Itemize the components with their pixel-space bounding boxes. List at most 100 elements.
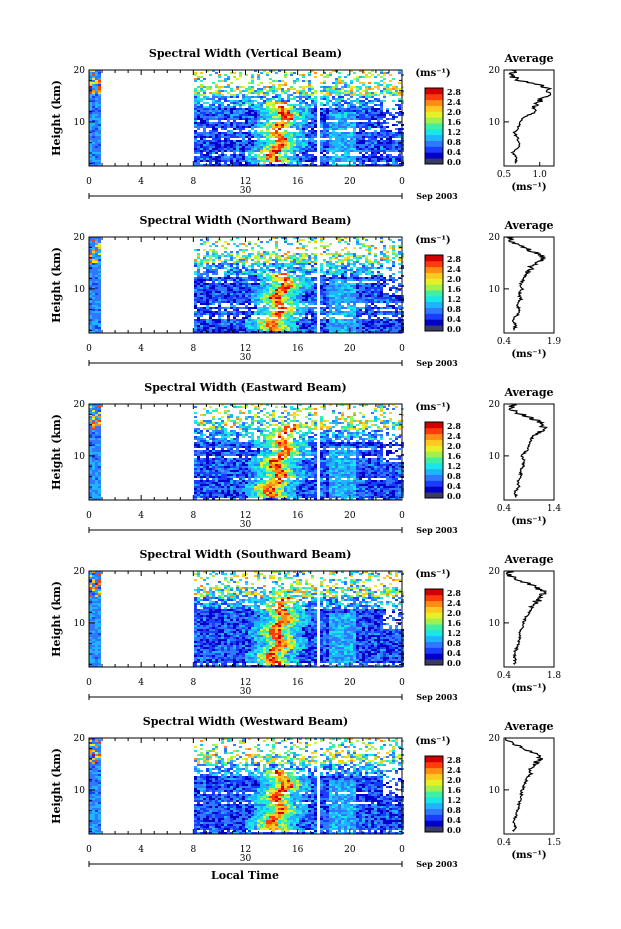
heatmap-cell (92, 315, 95, 317)
heatmap-cell (302, 287, 305, 289)
heatmap-cell (236, 132, 239, 134)
heatmap-cell (212, 255, 215, 257)
heatmap-cell (380, 114, 383, 116)
heatmap-cell (245, 283, 248, 285)
heatmap-cell (290, 261, 293, 263)
heatmap-cell (224, 116, 227, 118)
colorbar-segment (425, 140, 443, 147)
heatmap-cell (215, 241, 218, 243)
heatmap-cell (239, 134, 242, 136)
heatmap-cell (281, 293, 284, 295)
heatmap-cell (305, 148, 308, 150)
heatmap-cell (362, 112, 365, 114)
heatmap-cell (350, 279, 353, 281)
heatmap-cell (353, 287, 356, 289)
heatmap-cell (398, 130, 401, 132)
heatmap-cell (272, 122, 275, 124)
heatmap-cell (329, 134, 332, 136)
heatmap-cell (278, 80, 281, 82)
heatmap-cell (257, 112, 260, 114)
heatmap-cell (95, 281, 98, 283)
heatmap-cell (254, 271, 257, 273)
heatmap-cell (239, 106, 242, 108)
heatmap-cell (347, 154, 350, 156)
heatmap-cell (266, 140, 269, 142)
heatmap-cell (233, 261, 236, 263)
heatmap-cell (257, 136, 260, 138)
heatmap-cell (281, 303, 284, 305)
heatmap-cell (275, 247, 278, 249)
heatmap-cell (389, 269, 392, 271)
heatmap-cell (377, 297, 380, 299)
heatmap-cell (92, 307, 95, 309)
heatmap-cell (299, 90, 302, 92)
heatmap-cell (332, 319, 335, 321)
heatmap-cell (203, 108, 206, 110)
heatmap-cell (203, 295, 206, 297)
heatmap-cell (263, 142, 266, 144)
heatmap-cell (197, 317, 200, 319)
heatmap-cell (227, 96, 230, 98)
heatmap-cell (212, 243, 215, 245)
heatmap-cell (338, 255, 341, 257)
heatmap-cell (260, 140, 263, 142)
heatmap-cell (215, 124, 218, 126)
heatmap-cell (284, 295, 287, 297)
heatmap-cell (284, 283, 287, 285)
heatmap-cell (326, 245, 329, 247)
heatmap-cell (383, 142, 386, 144)
heatmap-cell (236, 311, 239, 313)
heatmap-cell (233, 323, 236, 325)
heatmap-cell (263, 124, 266, 126)
heatmap-cell (290, 255, 293, 257)
heatmap-cell (350, 275, 353, 277)
heatmap-cell (272, 283, 275, 285)
heatmap-cell (98, 146, 101, 148)
heatmap-cell (362, 82, 365, 84)
heatmap-cell (323, 162, 326, 164)
heatmap-cell (98, 283, 101, 285)
heatmap-cell (275, 257, 278, 259)
heatmap-cell (224, 108, 227, 110)
heatmap-cell (98, 82, 101, 84)
heatmap-cell (392, 148, 395, 150)
heatmap-cell (95, 255, 98, 257)
heatmap-cell (230, 283, 233, 285)
heatmap-cell (98, 106, 101, 108)
heatmap-cell (302, 92, 305, 94)
heatmap-cell (299, 140, 302, 142)
heatmap-cell (332, 303, 335, 305)
heatmap-cell (242, 94, 245, 96)
heatmap-cell (236, 78, 239, 80)
heatmap-cell (380, 241, 383, 243)
heatmap-cell (302, 144, 305, 146)
heatmap-cell (203, 78, 206, 80)
heatmap-cell (200, 144, 203, 146)
heatmap-cell (341, 301, 344, 303)
heatmap-cell (290, 122, 293, 124)
heatmap-cell (341, 156, 344, 158)
heatmap-cell (326, 142, 329, 144)
heatmap-cell (296, 118, 299, 120)
heatmap-cell (332, 126, 335, 128)
heatmap-cell (368, 138, 371, 140)
heatmap-cell (371, 279, 374, 281)
heatmap-cell (320, 237, 323, 239)
heatmap-cell (245, 150, 248, 152)
heatmap-cell (386, 88, 389, 90)
heatmap-cell (293, 146, 296, 148)
heatmap-cell (335, 261, 338, 263)
heatmap-cell (206, 150, 209, 152)
heatmap-cell (353, 263, 356, 265)
heatmap-cell (311, 138, 314, 140)
average-x-tick-label: 0.5 (497, 170, 512, 180)
heatmap-cell (395, 104, 398, 106)
heatmap-cell (344, 315, 347, 317)
heatmap-cell (395, 150, 398, 152)
heatmap-cell (362, 160, 365, 162)
heatmap-cell (380, 146, 383, 148)
heatmap-cell (203, 261, 206, 263)
heatmap-cell (341, 311, 344, 313)
heatmap-cell (209, 299, 212, 301)
heatmap-cell (332, 279, 335, 281)
